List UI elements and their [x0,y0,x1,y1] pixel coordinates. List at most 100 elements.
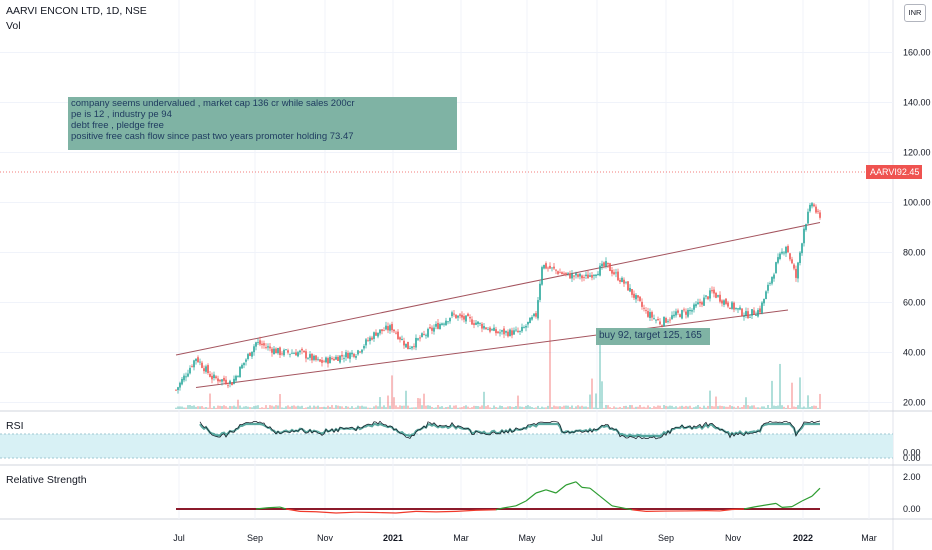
candle-body [599,265,601,276]
candle-body [589,275,591,277]
volume-bar [751,405,753,409]
volume-bar [251,407,253,409]
candle-body [669,319,671,321]
volume-bar [175,407,177,409]
candle-body [465,315,467,322]
candle-body [265,347,267,348]
trade-note[interactable]: buy 92, target 125, 165 [596,328,710,345]
volume-bar [453,405,455,409]
candle-body [731,302,733,309]
candle-body [583,277,585,278]
rs-segment [455,509,477,512]
volume-bar [819,393,821,409]
volume-bar [797,405,799,409]
candle-body [713,289,715,294]
volume-bar [295,406,297,409]
volume-bar [667,406,669,409]
candle-body [523,327,525,328]
candle-body [337,356,339,361]
volume-bar [381,406,383,409]
volume-bar [711,406,713,409]
candle-body [417,338,419,340]
volume-bar [773,405,775,409]
candle-body [231,382,233,386]
candle-body [779,253,781,259]
volume-bar [471,407,473,409]
price-tick-label: 160.00 [903,48,931,58]
rs-segment [575,481,583,488]
candle-body [581,275,583,279]
candle-body [765,291,767,300]
candle-body [561,272,563,274]
candle-body [455,314,457,319]
candle-body [619,279,621,282]
time-tick-label: Sep [658,533,674,543]
price-tick-label: 20.00 [903,398,926,408]
candle-body [451,312,453,317]
volume-bar [723,406,725,409]
volume-bar [287,405,289,409]
price-tick-label: 100.00 [903,198,931,208]
volume-bar [229,405,231,409]
volume-bar [693,407,695,409]
volume-bar [273,406,275,409]
candle-body [737,308,739,310]
volume-bar [389,405,391,409]
rs-segment [589,487,601,497]
candle-body [787,246,789,253]
volume-bar [669,405,671,409]
rs-segment [719,508,733,512]
time-axis[interactable]: Jul Sep Nov 2021 Mar May Jul Sep Nov 2022 Mar [173,533,877,543]
candle-body [209,373,211,377]
volume-bar [245,406,247,409]
candle-body [721,300,723,304]
candle-body [569,273,571,279]
candle-body [217,378,219,382]
volume-bar [483,391,485,409]
volume-bar [685,405,687,409]
candle-body [797,262,799,279]
volume-bar [209,393,211,409]
volume-bar [411,407,413,409]
volume-bar [651,407,653,409]
volume-bar [519,406,521,409]
candle-body [405,343,407,348]
analysis-note[interactable]: company seems undervalued , market cap 1… [68,97,457,150]
candle-body [663,316,665,327]
volume-bar [583,406,585,409]
candle-body [491,329,493,331]
candle-body [319,359,321,362]
volume-bar [715,396,717,409]
candle-body [411,346,413,349]
rs-segment [501,505,517,509]
candle-body [747,311,749,319]
candle-body [807,211,809,224]
price-axis[interactable]: 160.00 140.00 120.00 100.00 80.00 60.00 40.00 2… [903,48,931,515]
volume-bar [629,405,631,409]
candle-body [811,203,813,207]
candle-body [739,307,741,310]
candle-body [305,351,307,359]
volume-bar [779,363,781,409]
candle-body [675,311,677,316]
volume-bar [775,406,777,409]
volume-bar [799,377,801,409]
volume-bar [689,405,691,409]
volume-bar [525,405,527,409]
volume-bar [659,405,661,409]
candle-body [551,267,553,269]
candle-body [339,355,341,363]
candle-body [781,251,783,254]
candle-body [565,272,567,274]
volume-bar [577,405,579,409]
volume-bar [647,405,649,409]
candle-body [645,310,647,311]
candle-body [587,274,589,279]
volume-bar [789,407,791,409]
candle-body [769,282,771,284]
volume-bar [681,405,683,409]
currency-badge[interactable]: INR [904,4,926,22]
volume-bar [657,405,659,409]
volume-bar [701,407,703,409]
